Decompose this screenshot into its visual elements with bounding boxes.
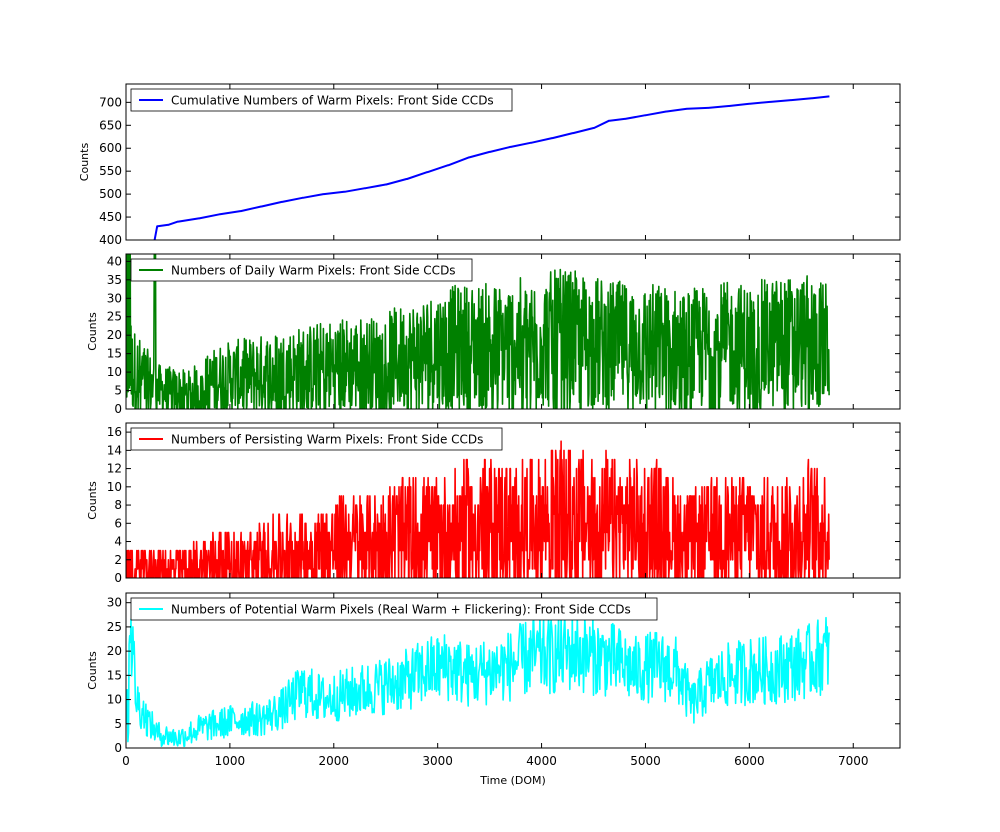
y-tick-label: 6 xyxy=(114,516,122,530)
axes-frame xyxy=(125,253,901,410)
y-tick-label: 20 xyxy=(107,328,122,342)
series-line-2 xyxy=(126,254,830,409)
series-line-1 xyxy=(153,95,830,240)
y-axis-label: Counts xyxy=(78,143,91,182)
y-tick-label: 30 xyxy=(107,596,122,610)
y-tick-label: 12 xyxy=(107,462,122,476)
y-tick-label: 15 xyxy=(107,347,122,361)
x-tick-label: 3000 xyxy=(422,754,453,768)
axes-frame xyxy=(125,422,901,579)
y-tick-label: 400 xyxy=(99,233,122,247)
x-tick-label: 0 xyxy=(122,754,130,768)
y-tick-label: 0 xyxy=(114,741,122,755)
y-tick-label: 600 xyxy=(99,141,122,155)
x-axis-label: Time (DOM) xyxy=(479,774,546,787)
legend-label: Cumulative Numbers of Warm Pixels: Front… xyxy=(171,94,494,108)
y-tick-label: 650 xyxy=(99,118,122,132)
y-tick-label: 25 xyxy=(107,310,122,324)
legend-box xyxy=(130,427,503,451)
y-tick-label: 30 xyxy=(107,291,122,305)
y-tick-label: 10 xyxy=(107,365,122,379)
y-tick-label: 550 xyxy=(99,164,122,178)
chart-panel-3: 0 2 4 6 8 10 12 14 16 Counts Numbers of Persisting… xyxy=(86,422,901,585)
legend-label: Numbers of Potential Warm Pixels (Real W… xyxy=(171,603,631,617)
series-line-4 xyxy=(126,613,830,748)
y-tick-label: 2 xyxy=(114,553,122,567)
chart-panel-2: 0 5 10 15 20 25 30 35 40 Counts Numbers of Daily W… xyxy=(86,253,901,416)
x-tick-label: 2000 xyxy=(319,754,350,768)
legend-label: Numbers of Daily Warm Pixels: Front Side… xyxy=(171,264,456,278)
chart-panel-4: 0 5 10 15 20 25 30 0 1000 2000 3000 4000 5000 6000 700… xyxy=(86,592,901,787)
x-tick-label: 4000 xyxy=(526,754,557,768)
y-axis-label: Counts xyxy=(86,481,99,520)
axes-frame xyxy=(125,592,901,749)
y-tick-label: 25 xyxy=(107,620,122,634)
axes-frame xyxy=(125,83,901,241)
legend-box xyxy=(130,88,513,112)
y-axis-label: Counts xyxy=(86,312,99,351)
y-axis-label: Counts xyxy=(86,651,99,690)
y-tick-label: 8 xyxy=(114,498,122,512)
y-tick-label: 16 xyxy=(107,425,122,439)
y-tick-label: 20 xyxy=(107,644,122,658)
y-tick-label: 10 xyxy=(107,693,122,707)
x-tick-label: 6000 xyxy=(734,754,765,768)
series-line-3 xyxy=(126,440,830,578)
y-tick-label: 5 xyxy=(114,384,122,398)
y-tick-label: 4 xyxy=(114,535,122,549)
y-tick-label: 700 xyxy=(99,95,122,109)
chart-panel-1: 400 450 500 550 600 650 700 Counts Cumulative Nu… xyxy=(78,83,901,247)
y-tick-label: 0 xyxy=(114,571,122,585)
y-tick-label: 35 xyxy=(107,273,122,287)
y-tick-label: 15 xyxy=(107,668,122,682)
y-tick-label: 40 xyxy=(107,254,122,268)
x-tick-label: 1000 xyxy=(215,754,246,768)
legend-label: Numbers of Persisting Warm Pixels: Front… xyxy=(171,433,483,447)
y-tick-label: 5 xyxy=(114,717,122,731)
y-tick-label: 500 xyxy=(99,187,122,201)
x-tick-label: 7000 xyxy=(838,754,869,768)
y-tick-label: 14 xyxy=(107,443,122,457)
y-tick-label: 0 xyxy=(114,402,122,416)
legend-box xyxy=(130,258,473,282)
legend-box xyxy=(130,597,658,621)
x-tick-label: 5000 xyxy=(630,754,661,768)
y-tick-label: 450 xyxy=(99,210,122,224)
y-tick-label: 10 xyxy=(107,480,122,494)
